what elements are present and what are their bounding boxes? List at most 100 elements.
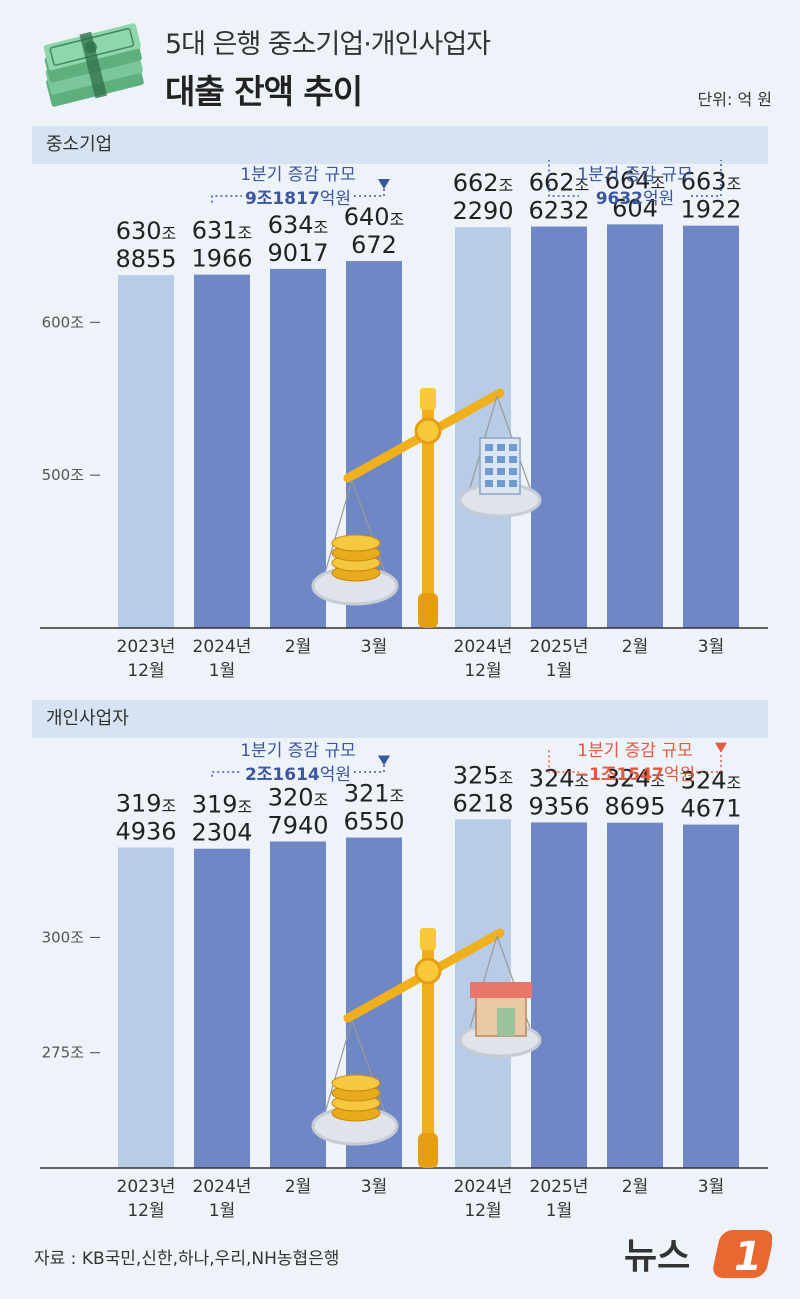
y-tick-label: 600조 — [42, 313, 85, 331]
x-tick-label: 2024년 — [193, 637, 252, 657]
x-tick-label: 2024년 — [193, 1177, 252, 1197]
bar — [531, 822, 587, 1168]
bar — [118, 275, 174, 628]
data-label-bottom: 2304 — [191, 819, 252, 847]
data-label-bottom: 1922 — [680, 196, 741, 224]
data-label-number: 664 — [605, 166, 651, 194]
data-label-unit: 조 — [238, 224, 253, 243]
logo-text: 뉴스 — [624, 1236, 690, 1277]
x-tick-label: 12월 — [464, 661, 501, 681]
annotation-title: 1분기 증감 규모 — [577, 741, 692, 761]
data-label-bottom: 4671 — [680, 795, 741, 823]
building-window — [497, 480, 505, 487]
shop-awning — [470, 982, 532, 998]
x-tick-label: 2025년 — [530, 637, 589, 657]
data-label-number: 324 — [605, 765, 651, 793]
data-label-bottom: 8855 — [115, 245, 176, 273]
bar — [270, 268, 326, 628]
building-window — [497, 456, 505, 463]
data-label-number: 630 — [116, 217, 162, 245]
scale-string — [351, 1019, 386, 1114]
x-tick-label: 2024년 — [454, 1177, 513, 1197]
unit-label: 단위: 억 원 — [697, 90, 772, 109]
data-label-number: 663 — [681, 168, 727, 196]
data-label-bottom: 1966 — [191, 245, 252, 273]
scale-illustration — [311, 928, 542, 1168]
data-label-number: 324 — [681, 767, 727, 795]
data-label-unit: 조 — [727, 774, 742, 793]
data-label-unit: 조 — [238, 798, 253, 817]
data-label-top: 640조 — [344, 203, 405, 231]
data-label-number: 631 — [192, 217, 238, 245]
scale-pole — [422, 933, 434, 1143]
data-label-number: 319 — [116, 790, 162, 818]
data-label-top: 662조 — [453, 169, 514, 197]
data-label-unit: 조 — [314, 218, 329, 237]
annotation-value: 2조1614억원 — [245, 765, 351, 785]
data-label-number: 662 — [529, 169, 575, 197]
x-tick-label: 12월 — [127, 661, 164, 681]
scale-base — [418, 1133, 438, 1168]
annotation-number: 2조1614 — [245, 765, 320, 785]
y-tick-label: 275조 — [42, 1044, 85, 1062]
section-bar-sme: 중소기업 — [32, 126, 768, 164]
data-label-bottom: 8695 — [604, 793, 665, 821]
x-tick-label: 2월 — [285, 1177, 311, 1197]
scale-string — [351, 479, 386, 574]
data-label-unit: 조 — [651, 173, 666, 192]
data-label-unit: 조 — [727, 175, 742, 194]
data-label-number: 319 — [192, 791, 238, 819]
data-label-bottom: 4936 — [115, 818, 176, 846]
x-tick-label: 2월 — [285, 637, 311, 657]
data-label-top: 319조 — [116, 790, 177, 818]
data-label-unit: 조 — [651, 772, 666, 791]
data-label-bottom: 6232 — [528, 197, 589, 225]
money-bundle-icon — [43, 23, 144, 107]
sme-loan-chart: 500조600조630조88552023년12월631조19662024년1월6… — [40, 160, 768, 681]
data-label-top: 663조 — [681, 168, 742, 196]
logo-mark: 1 — [734, 1234, 762, 1280]
scale-pole — [422, 393, 434, 603]
bar — [118, 847, 174, 1168]
annotation-connector — [691, 744, 722, 773]
building-window — [485, 468, 493, 475]
annotation-value: −1조1547억원 — [575, 765, 695, 785]
data-label-number: 324 — [529, 764, 575, 792]
building-window — [509, 468, 517, 475]
scale-string — [324, 1019, 353, 1114]
data-label-bottom: 9017 — [267, 239, 328, 267]
annotation-connector — [691, 160, 722, 197]
annotation-connector — [211, 195, 242, 203]
bar — [194, 274, 250, 628]
data-label-top: 662조 — [529, 169, 590, 197]
logo-mark-box — [713, 1230, 772, 1278]
self-employed-loan-chart: 275조300조319조49362023년12월319조23042024년1월3… — [40, 741, 768, 1221]
annotation-number: 9조1817 — [245, 189, 320, 209]
scale-top — [420, 928, 436, 950]
x-tick-label: 12월 — [127, 1201, 164, 1221]
annotation-connector — [211, 771, 242, 777]
annotation-title: 1분기 증감 규모 — [240, 741, 355, 761]
scale-string — [324, 479, 353, 574]
data-label-number: 634 — [268, 211, 314, 239]
scale-top — [420, 388, 436, 410]
x-tick-label: 3월 — [698, 637, 724, 657]
news1-logo: 뉴스 1 — [624, 1230, 772, 1280]
bar — [455, 227, 511, 628]
data-label-unit: 조 — [499, 768, 514, 787]
annotation-unit: 억원 — [643, 189, 674, 209]
y-tick-label: 300조 — [42, 928, 85, 946]
page-subtitle: 대출 잔액 추이 — [165, 72, 363, 111]
bar — [683, 225, 739, 628]
data-label-bottom: 672 — [351, 231, 397, 259]
building-window — [509, 480, 517, 487]
annotation-value: 9632억원 — [596, 189, 675, 209]
data-label-unit: 조 — [575, 176, 590, 195]
annotation-arrow-icon — [378, 179, 390, 190]
x-tick-label: 3월 — [361, 1177, 387, 1197]
data-label-top: 634조 — [268, 211, 329, 239]
data-label-top: 320조 — [268, 784, 329, 812]
x-tick-label: 1월 — [209, 1201, 235, 1221]
data-label-number: 662 — [453, 169, 499, 197]
annotation-number: 9632 — [596, 189, 643, 209]
